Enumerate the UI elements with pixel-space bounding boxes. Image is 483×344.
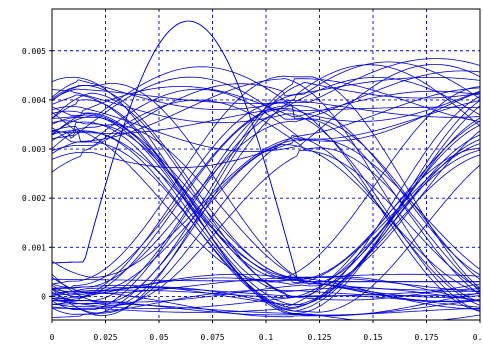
y-tick-label: 0 — [41, 292, 46, 301]
eye-trace — [52, 66, 480, 296]
eye-trace — [52, 121, 480, 309]
eye-trace — [52, 61, 480, 301]
eye-trace — [52, 92, 480, 301]
eye-trace — [52, 86, 480, 136]
y-tick-label: 0.002 — [22, 194, 46, 203]
eye-trace — [52, 287, 480, 318]
eye-trace — [52, 130, 480, 303]
eye-trace — [52, 94, 480, 281]
eye-trace — [52, 99, 480, 292]
x-tick-label: 0.075 — [200, 333, 224, 342]
eye-trace — [52, 88, 480, 270]
eye-trace — [52, 292, 480, 317]
eye-trace — [52, 124, 480, 310]
y-tick-label: 0.005 — [22, 47, 46, 56]
eye-trace — [52, 78, 480, 302]
eye-trace — [52, 84, 480, 310]
eye-trace — [52, 130, 480, 293]
eye-trace — [52, 126, 480, 302]
eye-trace — [52, 273, 480, 295]
eye-trace — [52, 106, 480, 310]
eye-trace — [52, 58, 480, 104]
eye-trace — [52, 96, 480, 313]
eye-traces — [52, 20, 480, 320]
x-tick-label: 0.125 — [307, 333, 331, 342]
x-tick-label: 0.05 — [149, 333, 168, 342]
eye-trace — [52, 291, 480, 318]
eye-trace — [52, 99, 480, 316]
x-tick-label: 0.025 — [93, 333, 117, 342]
eye-trace — [52, 120, 480, 308]
x-tick-label: 0.2 — [473, 333, 483, 342]
eye-trace — [52, 273, 480, 303]
x-tick-label: 0 — [50, 333, 55, 342]
eye-trace — [52, 20, 480, 283]
x-axis-ticks: 0 0.025 0.05 0.075 0.1 0.125 0.15 0.175 0.2 — [50, 320, 483, 342]
eye-trace — [52, 101, 480, 312]
eye-trace — [52, 87, 480, 278]
y-tick-label: 0.004 — [22, 96, 46, 105]
y-tick-label: 0.001 — [22, 243, 46, 252]
x-tick-label: 0.175 — [414, 333, 438, 342]
eye-trace — [52, 83, 480, 285]
y-tick-label: 0.003 — [22, 145, 46, 154]
eye-trace — [52, 91, 480, 293]
eye-trace — [52, 149, 480, 299]
eye-trace — [52, 127, 480, 312]
x-tick-label: 0.15 — [363, 333, 382, 342]
eye-trace — [52, 100, 480, 314]
x-tick-label: 0.1 — [259, 333, 274, 342]
eye-trace — [52, 70, 480, 289]
eye-trace — [52, 64, 480, 152]
eye-trace — [52, 90, 480, 301]
y-axis-ticks: 0 0.001 0.002 0.003 0.004 0.005 — [22, 47, 52, 301]
eye-trace — [52, 135, 480, 314]
eye-trace — [52, 78, 480, 304]
